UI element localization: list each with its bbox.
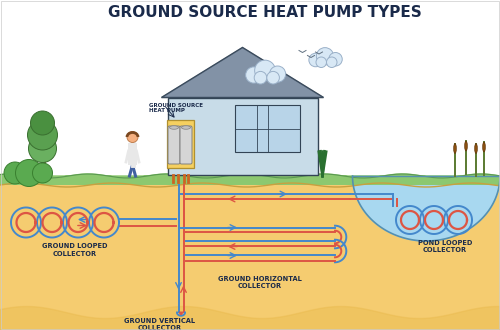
Circle shape — [16, 159, 42, 186]
Circle shape — [329, 52, 342, 66]
FancyBboxPatch shape — [0, 185, 500, 330]
Circle shape — [254, 71, 267, 84]
Ellipse shape — [464, 141, 468, 151]
Circle shape — [316, 57, 326, 68]
Text: GROUND SOURCE
HEAT PUMP: GROUND SOURCE HEAT PUMP — [149, 103, 203, 113]
FancyBboxPatch shape — [168, 97, 318, 175]
Text: GROUND VERTICAL
COLLECTOR: GROUND VERTICAL COLLECTOR — [124, 318, 196, 330]
Circle shape — [270, 66, 285, 82]
Circle shape — [326, 57, 337, 68]
Circle shape — [28, 120, 58, 150]
Circle shape — [267, 71, 280, 84]
Ellipse shape — [170, 126, 178, 129]
FancyBboxPatch shape — [0, 0, 500, 176]
Ellipse shape — [454, 144, 456, 153]
FancyBboxPatch shape — [235, 105, 300, 152]
Circle shape — [32, 163, 52, 183]
FancyBboxPatch shape — [0, 176, 500, 185]
Ellipse shape — [474, 144, 478, 153]
Circle shape — [316, 48, 334, 65]
FancyBboxPatch shape — [166, 120, 194, 168]
FancyBboxPatch shape — [128, 144, 137, 165]
Text: POND LOOPED
COLLECTOR: POND LOOPED COLLECTOR — [418, 240, 472, 253]
Circle shape — [309, 53, 322, 67]
Circle shape — [246, 67, 262, 83]
Polygon shape — [162, 48, 324, 97]
Circle shape — [127, 131, 138, 143]
FancyBboxPatch shape — [168, 126, 180, 164]
Ellipse shape — [182, 126, 190, 129]
Polygon shape — [162, 48, 324, 97]
FancyBboxPatch shape — [180, 126, 192, 164]
Text: GROUND LOOPED
COLLECTOR: GROUND LOOPED COLLECTOR — [42, 244, 108, 256]
Ellipse shape — [482, 142, 486, 152]
Circle shape — [4, 162, 26, 184]
Circle shape — [30, 111, 54, 135]
Circle shape — [28, 135, 56, 162]
Circle shape — [254, 60, 276, 81]
Text: GROUND SOURCE HEAT PUMP TYPES: GROUND SOURCE HEAT PUMP TYPES — [108, 5, 422, 20]
Text: GROUND HORIZONTAL
COLLECTOR: GROUND HORIZONTAL COLLECTOR — [218, 276, 302, 289]
Polygon shape — [352, 176, 500, 241]
